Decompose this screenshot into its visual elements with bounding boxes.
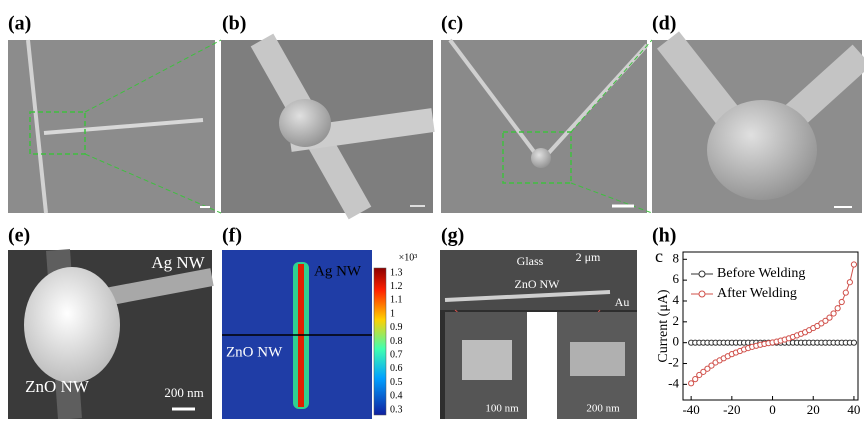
data-point bbox=[831, 311, 836, 316]
y-tick-label: -2 bbox=[668, 355, 679, 370]
colorbar-tick-label: 1.2 bbox=[390, 281, 403, 292]
scale-label: 200 nm bbox=[164, 385, 203, 400]
colorbar-tick-label: 0.6 bbox=[390, 363, 403, 374]
y-tick-label: 4 bbox=[673, 292, 680, 307]
legend-label: After Welding bbox=[717, 286, 797, 301]
panel-label: (a) bbox=[8, 13, 31, 35]
data-point bbox=[693, 377, 698, 382]
colorbar-tick-label: 0.9 bbox=[390, 322, 403, 333]
data-point bbox=[827, 315, 832, 320]
colorbar-tick-label: 1.1 bbox=[390, 295, 403, 306]
data-point bbox=[847, 280, 852, 285]
panel-label: (c) bbox=[441, 13, 463, 35]
y-tick-label: 0 bbox=[673, 334, 680, 349]
panel-e: Ag NW ZnO NW 200 nm bbox=[8, 250, 212, 419]
legend-marker bbox=[699, 291, 705, 297]
annotation: ZnO NW bbox=[226, 344, 283, 360]
scale-label: 200 nm bbox=[586, 403, 620, 415]
panel-b bbox=[221, 40, 433, 213]
legend-label: Before Welding bbox=[717, 266, 805, 281]
colorbar-tick-label: 0.3 bbox=[390, 404, 403, 415]
x-tick-label: 40 bbox=[847, 402, 860, 417]
colorbar-tick-label: 0.5 bbox=[390, 377, 403, 388]
annotation: Ag NW bbox=[151, 253, 205, 272]
panel-label: (d) bbox=[652, 13, 676, 35]
annotation: Au bbox=[615, 295, 630, 309]
x-tick-label: -20 bbox=[723, 402, 740, 417]
annotation: c bbox=[655, 246, 663, 266]
x-tick-label: 20 bbox=[807, 402, 820, 417]
panel-d bbox=[652, 40, 862, 213]
panel-c bbox=[441, 40, 652, 213]
figure: Ag NW ZnO NW 200 nm Ag NW ZnO NW ×10³ 1.… bbox=[0, 0, 864, 419]
panel-a bbox=[8, 40, 221, 213]
colorbar-tick-label: 1 bbox=[390, 308, 395, 319]
annotation: Glass bbox=[517, 254, 544, 268]
annotation: ZnO NW bbox=[25, 377, 90, 396]
panel-g: Glass 2 μm ZnO NW Au 100 nm 200 nm bbox=[440, 250, 637, 419]
scale-label: 2 μm bbox=[576, 250, 601, 264]
data-point bbox=[689, 381, 694, 386]
data-point bbox=[839, 299, 844, 304]
panel-label: (e) bbox=[8, 225, 30, 247]
panel-label: (h) bbox=[652, 225, 676, 247]
annotation: Ag NW bbox=[314, 263, 362, 279]
legend-marker bbox=[699, 271, 705, 277]
colorbar-tick-label: 0.7 bbox=[390, 349, 403, 360]
y-tick-label: 2 bbox=[673, 313, 680, 328]
colorbar-tick-label: 0.8 bbox=[390, 336, 403, 347]
page: Ag NW ZnO NW 200 nm Ag NW ZnO NW ×10³ 1.… bbox=[0, 0, 864, 419]
panel-label: (g) bbox=[441, 225, 464, 247]
y-axis-label: Current (μA) bbox=[656, 289, 671, 363]
x-tick-label: 0 bbox=[769, 402, 776, 417]
panel-label: (f) bbox=[222, 225, 242, 247]
scale-label: 100 nm bbox=[485, 403, 519, 415]
x-tick-label: -40 bbox=[682, 402, 699, 417]
colorbar-ticks: 1.3 1.2 1.1 1 0.9 0.8 0.7 0.6 0.5 0.4 0.3 bbox=[390, 267, 403, 415]
data-point bbox=[851, 262, 856, 267]
colorbar-unit: ×10³ bbox=[399, 252, 418, 263]
data-point bbox=[843, 290, 848, 295]
data-point bbox=[851, 340, 856, 345]
annotation: ZnO NW bbox=[515, 277, 561, 291]
panel-label: (b) bbox=[222, 13, 246, 35]
panel-f: Ag NW ZnO NW ×10³ 1.3 1.2 1.1 1 0.9 0.8 0.7 0.6… bbox=[222, 250, 432, 419]
data-point bbox=[835, 306, 840, 311]
y-tick-label: 6 bbox=[673, 271, 680, 286]
y-tick-label: -4 bbox=[668, 375, 679, 390]
colorbar-tick-label: 0.4 bbox=[390, 391, 403, 402]
colorbar-tick-label: 1.3 bbox=[390, 267, 403, 278]
y-tick-label: 8 bbox=[673, 250, 680, 265]
